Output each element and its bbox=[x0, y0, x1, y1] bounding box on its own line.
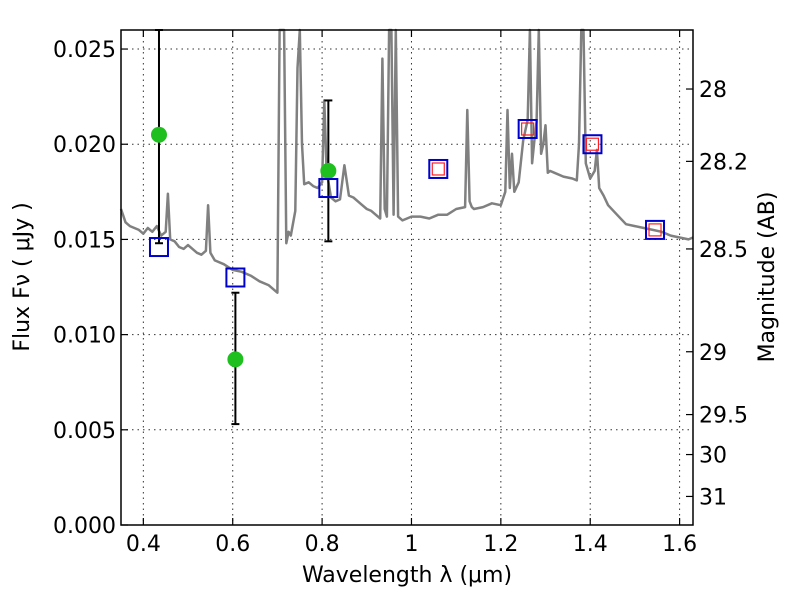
right-tick-label: 28 bbox=[699, 78, 727, 103]
right-tick-label: 31 bbox=[699, 485, 727, 510]
right-tick-label: 29.5 bbox=[699, 404, 748, 429]
y-tick-label: 0.015 bbox=[53, 228, 116, 253]
right-tick-label: 29 bbox=[699, 341, 727, 366]
x-tick-label: 1.6 bbox=[662, 532, 697, 557]
right-tick-label: 28.5 bbox=[699, 238, 748, 263]
spectrum-line bbox=[119, 28, 694, 294]
x-tick-labels: 0.4 0.6 0.8 1 1.2 1.4 1.6 bbox=[126, 532, 697, 557]
model-flux-square bbox=[517, 119, 538, 139]
y-tick-label: 0.025 bbox=[53, 38, 116, 63]
error-bars bbox=[154, 29, 333, 426]
x-tick-label: 0.6 bbox=[215, 532, 250, 557]
y-tick-label: 0.005 bbox=[53, 419, 116, 444]
limit-marker-square bbox=[431, 162, 445, 176]
y-tick-label: 0.000 bbox=[53, 514, 116, 539]
model-flux-square bbox=[148, 237, 169, 258]
model-flux-square bbox=[582, 134, 603, 155]
limit-marker-square bbox=[585, 137, 600, 151]
plot-frame bbox=[120, 29, 694, 526]
grid-lines bbox=[121, 30, 693, 526]
y-tick-label: 0.010 bbox=[53, 324, 116, 349]
model-flux-square bbox=[318, 178, 339, 199]
right-tick-label: 30 bbox=[699, 444, 727, 469]
observed-flux-point bbox=[150, 126, 167, 143]
limit-marker-square bbox=[521, 122, 535, 136]
photometry-markers bbox=[148, 119, 666, 368]
y-tick-label: 0.020 bbox=[53, 133, 116, 158]
right-tick-label: 28.2 bbox=[699, 150, 748, 175]
x-tick-label: 0.4 bbox=[126, 532, 161, 557]
x-tick-label: 1.4 bbox=[573, 532, 608, 557]
right-tick-labels: 28 28.2 28.5 29 29.5 30 31 bbox=[699, 78, 748, 510]
limit-marker-square bbox=[648, 223, 662, 237]
x-tick-label: 1 bbox=[404, 532, 418, 557]
x-tick-label: 0.8 bbox=[305, 532, 340, 557]
model-flux-square bbox=[225, 267, 246, 288]
axis-ticks bbox=[121, 30, 693, 526]
y-tick-labels: 0.000 0.005 0.010 0.015 0.020 0.025 bbox=[53, 38, 116, 539]
x-axis-label: Wavelength λ (μm) bbox=[302, 563, 512, 588]
model-flux-square bbox=[428, 158, 449, 179]
spectrum-layer bbox=[119, 28, 694, 294]
y-axis-label: Flux Fν ( μJy ) bbox=[10, 202, 35, 351]
observed-flux-point bbox=[227, 351, 244, 368]
observed-flux-point bbox=[320, 162, 337, 179]
x-tick-label: 1.2 bbox=[483, 532, 518, 557]
model-flux-square bbox=[645, 219, 666, 240]
right-axis-label: Magnitude (AB) bbox=[755, 192, 780, 363]
